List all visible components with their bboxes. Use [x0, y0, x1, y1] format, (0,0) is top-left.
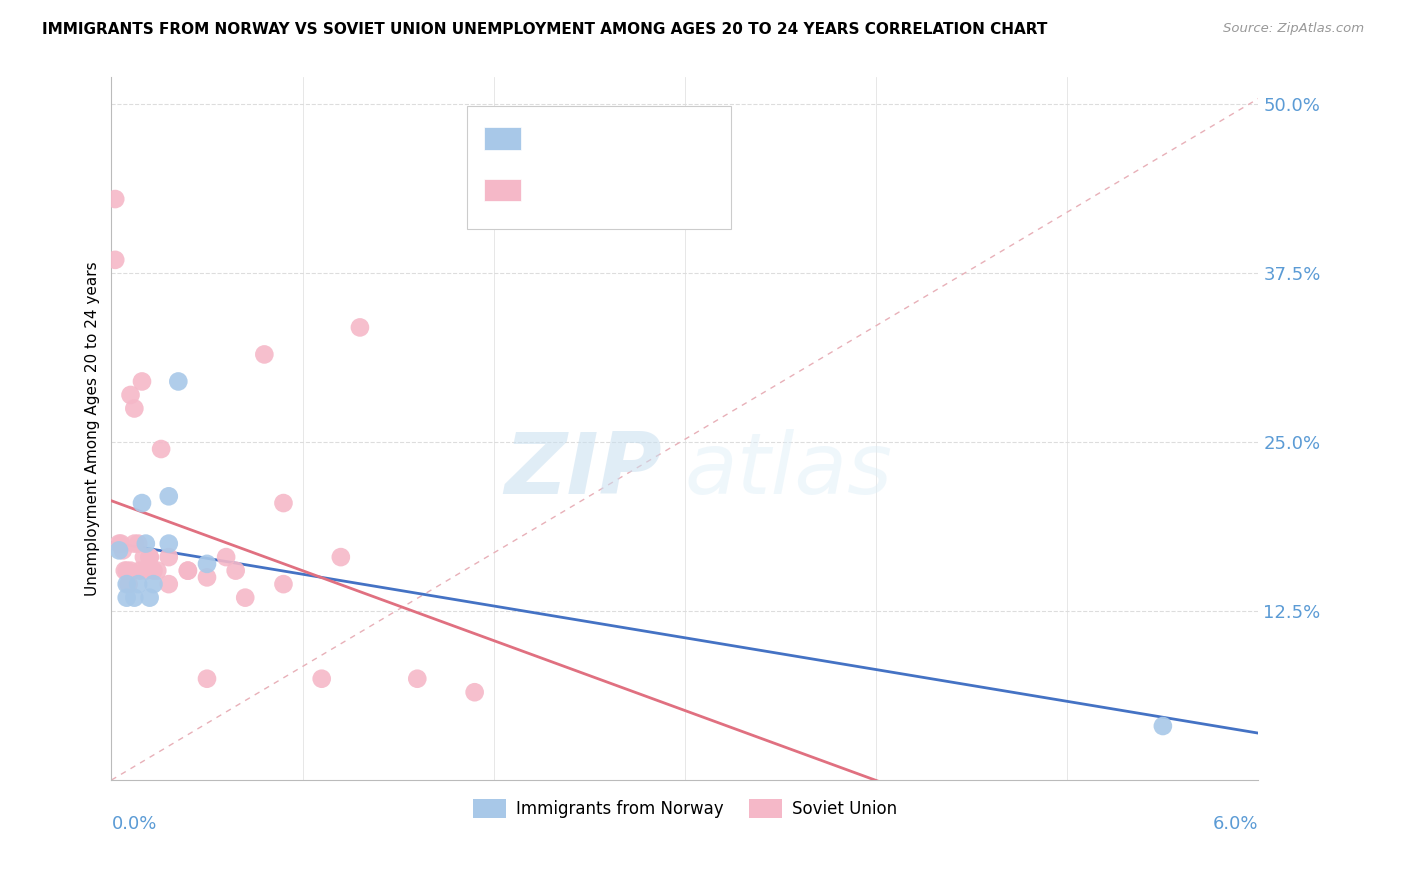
Point	[114, 564, 136, 578]
Point	[225, 564, 247, 578]
Text: N =: N =	[641, 129, 682, 147]
Point	[1152, 719, 1174, 733]
Point	[167, 375, 190, 389]
Text: IMMIGRANTS FROM NORWAY VS SOVIET UNION UNEMPLOYMENT AMONG AGES 20 TO 24 YEARS CO: IMMIGRANTS FROM NORWAY VS SOVIET UNION U…	[42, 22, 1047, 37]
Text: 6.0%: 6.0%	[1213, 815, 1258, 833]
Point	[138, 550, 160, 565]
FancyBboxPatch shape	[484, 178, 520, 201]
Point	[117, 577, 139, 591]
Text: R =: R =	[533, 181, 571, 199]
Point	[215, 550, 238, 565]
Point	[127, 577, 149, 591]
Point	[115, 564, 138, 578]
Point	[124, 401, 146, 416]
Point	[157, 536, 180, 550]
Point	[104, 192, 127, 206]
Point	[329, 550, 352, 565]
Point	[108, 536, 131, 550]
Point	[195, 557, 218, 571]
Point	[177, 564, 200, 578]
Point	[124, 591, 146, 605]
Point	[157, 550, 180, 565]
Point	[104, 252, 127, 267]
Point	[127, 536, 149, 550]
Point	[464, 685, 486, 699]
Point	[120, 388, 142, 402]
Point	[111, 543, 134, 558]
Text: 0.013: 0.013	[578, 129, 630, 147]
Point	[146, 564, 169, 578]
Text: N =: N =	[641, 181, 682, 199]
Point	[142, 577, 165, 591]
Point	[157, 577, 180, 591]
Point	[108, 543, 131, 558]
Point	[138, 591, 160, 605]
Point	[142, 564, 165, 578]
Point	[138, 550, 160, 565]
Legend: Immigrants from Norway, Soviet Union: Immigrants from Norway, Soviet Union	[465, 792, 904, 824]
FancyBboxPatch shape	[467, 105, 731, 228]
Point	[110, 536, 132, 550]
Point	[115, 577, 138, 591]
Point	[273, 577, 295, 591]
Point	[195, 570, 218, 584]
Text: ZIP: ZIP	[505, 429, 662, 512]
Point	[135, 536, 157, 550]
Text: R =: R =	[533, 129, 571, 147]
Point	[124, 536, 146, 550]
Point	[273, 496, 295, 510]
Text: 0.0%: 0.0%	[111, 815, 157, 833]
Y-axis label: Unemployment Among Ages 20 to 24 years: Unemployment Among Ages 20 to 24 years	[86, 261, 100, 596]
Point	[131, 496, 153, 510]
FancyBboxPatch shape	[484, 128, 520, 150]
Point	[150, 442, 173, 456]
Point	[115, 591, 138, 605]
Text: 0.121: 0.121	[578, 181, 630, 199]
Point	[135, 564, 157, 578]
Text: Source: ZipAtlas.com: Source: ZipAtlas.com	[1223, 22, 1364, 36]
Point	[120, 564, 142, 578]
Point	[157, 489, 180, 503]
Text: 39: 39	[685, 181, 710, 199]
Point	[131, 375, 153, 389]
Point	[177, 564, 200, 578]
Point	[311, 672, 333, 686]
Text: 14: 14	[685, 129, 710, 147]
Point	[349, 320, 371, 334]
Point	[195, 672, 218, 686]
Text: atlas: atlas	[685, 429, 893, 512]
Point	[406, 672, 429, 686]
Point	[132, 550, 155, 565]
Point	[129, 564, 152, 578]
Point	[233, 591, 256, 605]
Point	[253, 347, 276, 361]
